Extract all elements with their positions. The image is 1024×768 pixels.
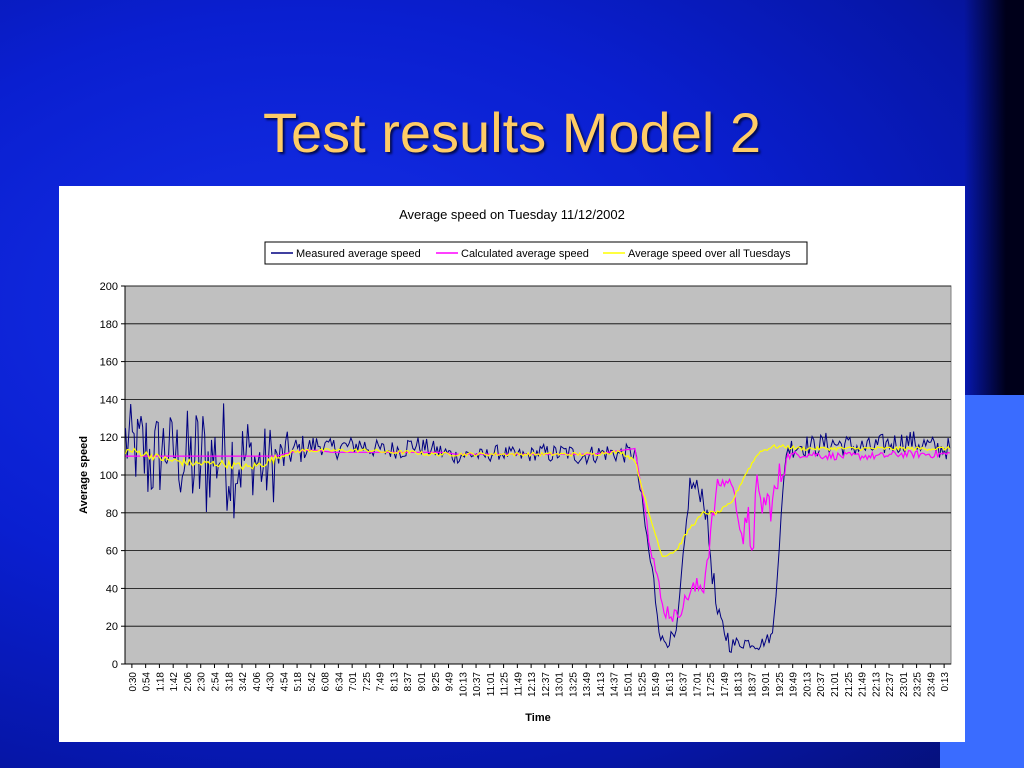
y-tick-label: 200 (100, 281, 118, 293)
x-tick-label: 14:13 (596, 672, 607, 697)
x-tick-label: 7:49 (376, 672, 387, 692)
x-tick-label: 15:01 (623, 672, 634, 697)
legend-label-calculated: Calculated average speed (461, 248, 589, 260)
x-tick-label: 5:18 (293, 672, 304, 692)
x-tick-label: 14:37 (610, 672, 621, 697)
x-tick-label: 9:25 (431, 672, 442, 692)
y-axis-label: Average speed (78, 436, 90, 514)
x-axis-label: Time (525, 712, 550, 724)
x-tick-label: 17:25 (706, 672, 717, 697)
y-tick-label: 140 (100, 394, 118, 406)
x-tick-label: 21:01 (830, 672, 841, 697)
x-tick-label: 6:08 (321, 672, 332, 692)
x-tick-label: 18:13 (734, 672, 745, 697)
y-tick-label: 0 (112, 659, 118, 671)
x-tick-label: 23:25 (913, 672, 924, 697)
x-tick-label: 4:54 (279, 672, 290, 692)
y-tick-label: 40 (106, 583, 118, 595)
x-tick-label: 12:37 (541, 672, 552, 697)
x-tick-label: 17:01 (692, 672, 703, 697)
x-tick-label: 3:42 (238, 672, 249, 692)
x-tick-label: 3:18 (224, 672, 235, 692)
x-tick-label: 9:49 (445, 672, 456, 692)
legend: Measured average speed Calculated averag… (264, 241, 808, 265)
speed-chart: Average speed on Tuesday 11/12/2002 Meas… (78, 207, 952, 724)
x-tick-label: 21:25 (844, 672, 855, 697)
x-tick-label: 11:01 (486, 672, 497, 697)
x-tick-label: 2:30 (197, 672, 208, 692)
x-tick-label: 12:13 (527, 672, 538, 697)
x-tick-label: 10:37 (472, 672, 483, 697)
x-tick-label: 8:37 (403, 672, 414, 692)
x-tick-label: 8:13 (389, 672, 400, 692)
y-tick-label: 80 (106, 508, 118, 520)
x-tick-label: 0:13 (940, 672, 951, 692)
x-tick-label: 15:25 (637, 672, 648, 697)
x-tick-label: 19:25 (775, 672, 786, 697)
x-tick-label: 0:54 (142, 672, 153, 692)
slide-title: Test results Model 2 (263, 101, 761, 164)
x-tick-label: 22:13 (871, 672, 882, 697)
x-tick-label: 4:30 (266, 672, 277, 692)
x-tick-label: 13:01 (555, 672, 566, 697)
legend-label-measured: Measured average speed (296, 248, 421, 260)
x-tick-label: 19:49 (789, 672, 800, 697)
x-tick-label: 2:06 (183, 672, 194, 692)
x-tick-label: 20:37 (816, 672, 827, 697)
x-tick-label: 2:54 (210, 672, 221, 692)
legend-label-all-tuesdays: Average speed over all Tuesdays (628, 248, 791, 260)
x-tick-label: 19:01 (761, 672, 772, 697)
x-tick-label: 15:49 (651, 672, 662, 697)
x-tick-label: 10:13 (458, 672, 469, 697)
x-tick-label: 23:01 (899, 672, 910, 697)
x-tick-label: 7:25 (362, 672, 373, 692)
x-tick-label: 1:18 (155, 672, 166, 692)
x-tick-label: 13:49 (582, 672, 593, 697)
x-tick-label: 23:49 (926, 672, 937, 697)
x-tick-label: 22:37 (885, 672, 896, 697)
x-axis: 0:30 0:54 1:18 1:42 2:06 2:30 2:54 3:18 3:42 4:06… (125, 663, 951, 697)
chart-title: Average speed on Tuesday 11/12/2002 (399, 207, 625, 222)
x-tick-label: 9:01 (417, 672, 428, 692)
series-line-measured (125, 403, 951, 654)
x-tick-label: 20:13 (802, 672, 813, 697)
x-tick-label: 7:01 (348, 672, 359, 692)
y-tick-label: 100 (100, 470, 118, 482)
y-axis: 0 20 40 60 80 100 120 140 160 180 200 (100, 281, 126, 671)
x-tick-label: 4:06 (252, 672, 263, 692)
series-line-all-tuesdays (124, 443, 951, 558)
x-tick-label: 11:49 (513, 672, 524, 697)
x-tick-label: 13:25 (568, 672, 579, 697)
x-tick-label: 16:37 (679, 672, 690, 697)
y-tick-label: 160 (100, 357, 118, 369)
y-tick-label: 180 (100, 319, 118, 331)
x-tick-label: 17:49 (720, 672, 731, 697)
y-tick-label: 120 (100, 432, 118, 444)
x-tick-label: 6:34 (334, 672, 345, 692)
series-lines (124, 403, 951, 654)
y-tick-label: 20 (106, 621, 118, 633)
x-tick-label: 5:42 (307, 672, 318, 692)
x-tick-label: 0:30 (128, 672, 139, 692)
x-tick-label: 1:42 (169, 672, 180, 692)
x-tick-label: 11:25 (500, 672, 511, 697)
x-tick-label: 18:37 (747, 672, 758, 697)
x-tick-label: 16:13 (665, 672, 676, 697)
y-tick-label: 60 (106, 546, 118, 558)
x-tick-label: 21:49 (858, 672, 869, 697)
chart-panel: Average speed on Tuesday 11/12/2002 Meas… (59, 186, 965, 742)
